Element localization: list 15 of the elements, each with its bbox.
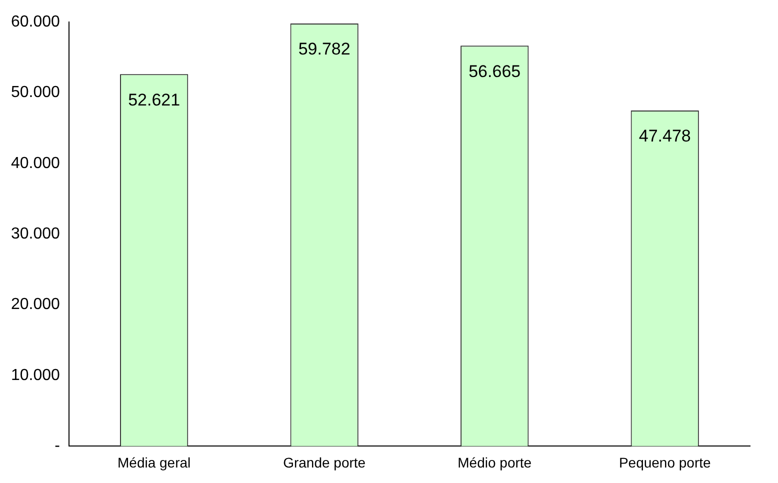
y-tick-label: -: [54, 438, 60, 455]
data-label: 56.665: [468, 62, 521, 81]
data-label: 59.782: [298, 40, 350, 59]
y-tick-label: 60.000: [11, 13, 60, 30]
x-tick-label: Média geral: [117, 454, 191, 470]
x-tick-label: Médio porte: [458, 454, 532, 470]
y-tick-label: 40.000: [11, 154, 60, 172]
y-tick-label: 30.000: [11, 226, 60, 243]
y-tick-label: 50.000: [11, 84, 60, 102]
data-label: 52.621: [128, 90, 180, 110]
x-tick-label: Pequeno porte: [618, 454, 712, 470]
data-label: 47.478: [638, 126, 691, 146]
y-tick-label: 10.000: [11, 366, 60, 384]
x-tick-label: Grande porte: [283, 454, 366, 470]
y-tick-label: 20.000: [11, 296, 60, 314]
